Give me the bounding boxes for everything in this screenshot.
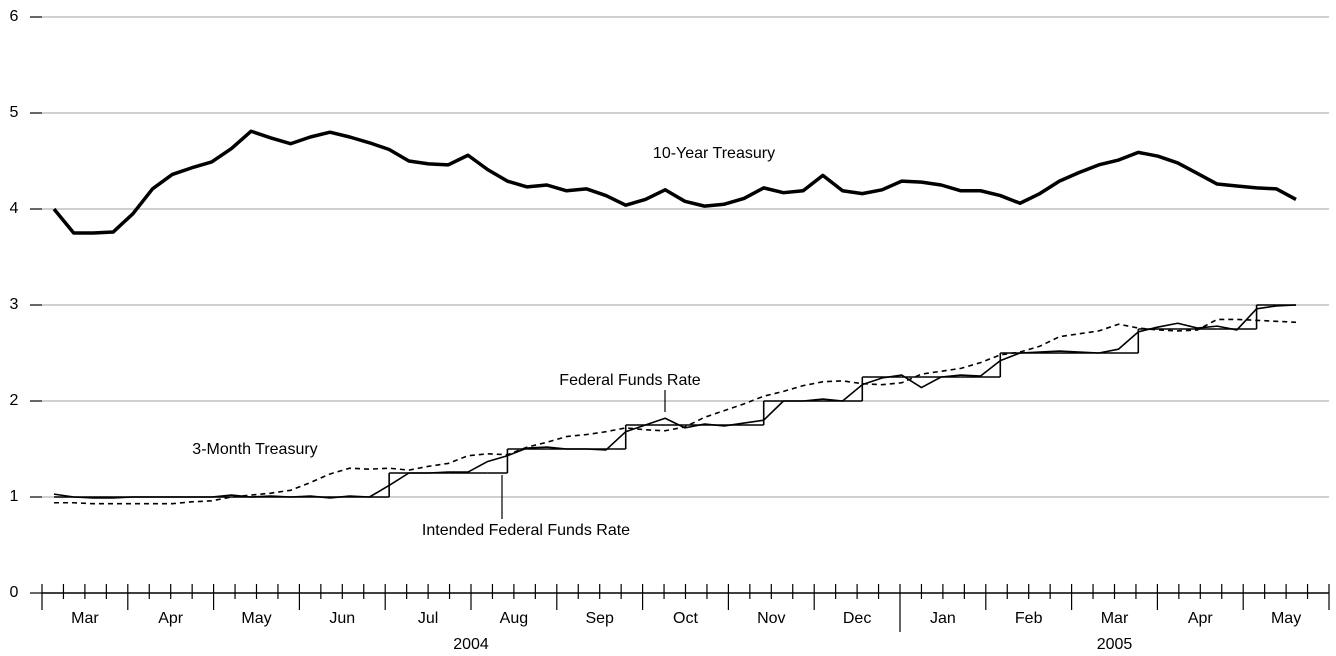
x-tick-label: Feb — [1015, 610, 1043, 627]
series-label: Federal Funds Rate — [559, 372, 701, 389]
x-tick-label: Oct — [673, 610, 698, 627]
series-line — [52, 129, 1297, 235]
y-tick-label: 4 — [10, 200, 19, 217]
x-tick-label: Apr — [1188, 610, 1214, 627]
x-tick-label: Jan — [930, 610, 956, 627]
x-tick-label: Aug — [500, 610, 528, 627]
x-tick-label: Jul — [418, 610, 438, 627]
x-tick-label: Mar — [71, 610, 99, 627]
x-tick-label: Dec — [843, 610, 871, 627]
y-tick-label: 5 — [10, 104, 19, 121]
year-label: 2004 — [453, 636, 489, 653]
y-tick-label: 6 — [10, 8, 19, 25]
series-label: 3-Month Treasury — [192, 441, 317, 458]
x-tick-label: May — [241, 610, 271, 627]
year-label: 2005 — [1097, 636, 1133, 653]
x-tick-label: Apr — [158, 610, 184, 627]
x-tick-label: Sep — [585, 610, 614, 627]
x-tick-label: May — [1271, 610, 1301, 627]
series-label: 10-Year Treasury — [653, 145, 775, 162]
x-tick-label: Jun — [329, 610, 355, 627]
x-tick-label: Nov — [757, 610, 785, 627]
y-tick-label: 2 — [10, 392, 19, 409]
y-tick-label: 0 — [10, 584, 19, 601]
y-tick-label: 3 — [10, 296, 19, 313]
x-tick-label: Mar — [1101, 610, 1129, 627]
series-line — [54, 318, 1297, 505]
series-label: Intended Federal Funds Rate — [422, 522, 630, 539]
y-tick-label: 1 — [10, 488, 19, 505]
